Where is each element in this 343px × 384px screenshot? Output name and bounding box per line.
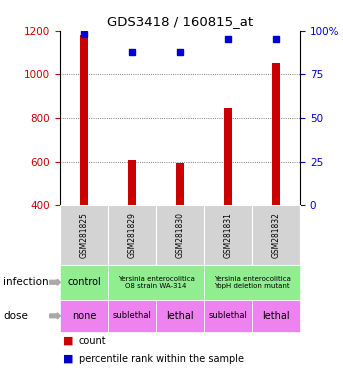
Text: GSM281829: GSM281829 <box>128 212 137 258</box>
Text: Yersinia enterocolitica
O8 strain WA-314: Yersinia enterocolitica O8 strain WA-314 <box>118 276 194 289</box>
Text: none: none <box>72 311 96 321</box>
Text: percentile rank within the sample: percentile rank within the sample <box>79 354 244 364</box>
Text: dose: dose <box>3 311 28 321</box>
Text: Yersinia enterocolitica
YopH deletion mutant: Yersinia enterocolitica YopH deletion mu… <box>214 276 291 289</box>
Bar <box>224 108 233 205</box>
Text: sublethal: sublethal <box>209 311 248 320</box>
Text: lethal: lethal <box>166 311 194 321</box>
Bar <box>128 160 137 205</box>
Bar <box>272 63 281 205</box>
Text: GSM281825: GSM281825 <box>80 212 88 258</box>
Text: GSM281832: GSM281832 <box>272 212 281 258</box>
Title: GDS3418 / 160815_at: GDS3418 / 160815_at <box>107 15 253 28</box>
Text: count: count <box>79 336 107 346</box>
Text: sublethal: sublethal <box>113 311 152 320</box>
Text: GSM281831: GSM281831 <box>224 212 233 258</box>
Text: lethal: lethal <box>262 311 290 321</box>
Bar <box>80 35 88 205</box>
Text: ■: ■ <box>63 354 74 364</box>
Bar <box>176 163 185 205</box>
Text: control: control <box>67 277 101 287</box>
Text: ■: ■ <box>63 336 74 346</box>
Text: infection: infection <box>3 277 49 287</box>
Text: GSM281830: GSM281830 <box>176 212 185 258</box>
